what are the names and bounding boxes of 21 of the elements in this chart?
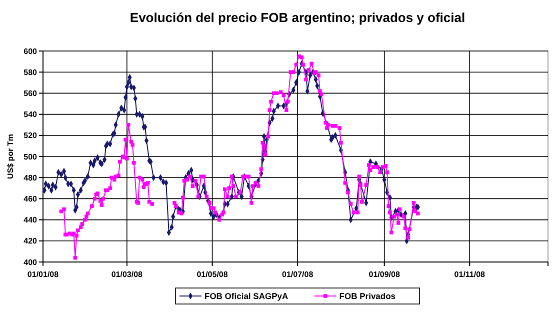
y-tick-label: 580 bbox=[24, 68, 38, 77]
legend-label: FOB Privados bbox=[339, 290, 396, 301]
y-tick-label: 460 bbox=[24, 194, 38, 204]
x-tick-label: 01/01/08 bbox=[27, 270, 60, 279]
y-tick-label: 520 bbox=[24, 131, 38, 140]
y-tick-label: 540 bbox=[24, 110, 38, 120]
y-tick-label: 500 bbox=[24, 152, 38, 162]
y-tick-label: 420 bbox=[24, 236, 38, 246]
y-tick-label: 600 bbox=[24, 46, 38, 56]
x-tick-label: 01/07/08 bbox=[282, 270, 314, 279]
x-tick-label: 01/05/08 bbox=[196, 270, 228, 279]
chart-title: Evolución del precio FOB argentino; privados y oficial bbox=[130, 10, 466, 25]
y-tick-label: 440 bbox=[24, 216, 38, 225]
legend-label: FOB Oficial SAGPyA bbox=[204, 290, 288, 301]
x-tick-label: 01/11/08 bbox=[454, 270, 486, 279]
y-tick-label: 560 bbox=[24, 89, 38, 98]
x-tick-label: 01/03/08 bbox=[111, 270, 144, 279]
y-tick-label: 400 bbox=[24, 258, 38, 267]
y-axis-title: US$ por Tm bbox=[6, 134, 15, 179]
y-tick-label: 480 bbox=[24, 173, 38, 182]
x-tick-label: 01/09/08 bbox=[368, 270, 400, 279]
